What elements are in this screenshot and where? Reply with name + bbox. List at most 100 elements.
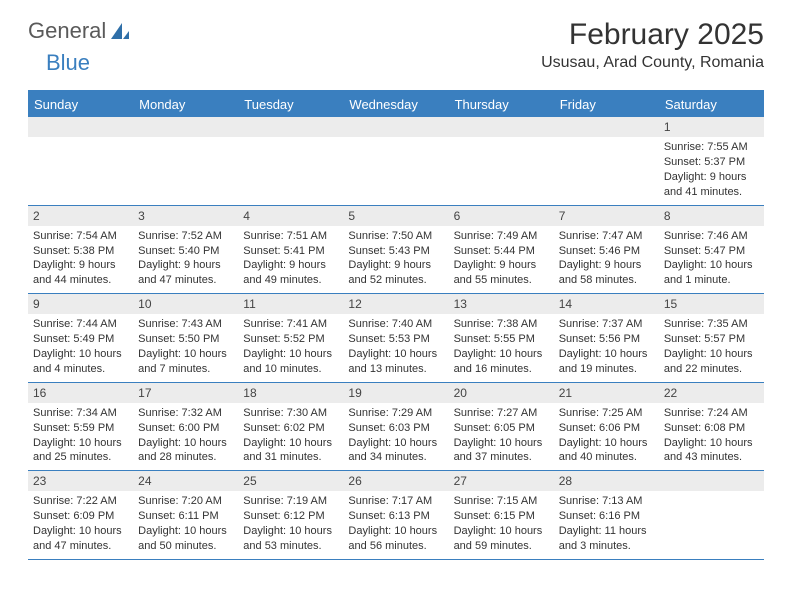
day-cell: 3Sunrise: 7:52 AMSunset: 5:40 PMDaylight… [133, 206, 238, 294]
day-number [659, 471, 764, 491]
sunset-text: Sunset: 5:59 PM [33, 421, 128, 436]
sunrise-text: Sunrise: 7:55 AM [664, 140, 759, 155]
sunset-text: Sunset: 6:11 PM [138, 509, 233, 524]
sunset-text: Sunset: 6:08 PM [664, 421, 759, 436]
sunset-text: Sunset: 5:49 PM [33, 332, 128, 347]
day-number: 24 [133, 471, 238, 491]
sunrise-text: Sunrise: 7:25 AM [559, 406, 654, 421]
sunset-text: Sunset: 6:16 PM [559, 509, 654, 524]
day-cell: 16Sunrise: 7:34 AMSunset: 5:59 PMDayligh… [28, 383, 133, 471]
day-number: 23 [28, 471, 133, 491]
day-body: Sunrise: 7:29 AMSunset: 6:03 PMDaylight:… [343, 403, 448, 470]
sunrise-text: Sunrise: 7:30 AM [243, 406, 338, 421]
day-cell: 9Sunrise: 7:44 AMSunset: 5:49 PMDaylight… [28, 294, 133, 382]
sunset-text: Sunset: 6:09 PM [33, 509, 128, 524]
day-number [343, 117, 448, 137]
sunset-text: Sunset: 5:50 PM [138, 332, 233, 347]
day-body: Sunrise: 7:46 AMSunset: 5:47 PMDaylight:… [659, 226, 764, 293]
daylight-text: Daylight: 10 hours and 1 minute. [664, 258, 759, 288]
day-number: 18 [238, 383, 343, 403]
daylight-text: Daylight: 9 hours and 47 minutes. [138, 258, 233, 288]
daylight-text: Daylight: 9 hours and 41 minutes. [664, 170, 759, 200]
sunrise-text: Sunrise: 7:54 AM [33, 229, 128, 244]
sunset-text: Sunset: 5:41 PM [243, 244, 338, 259]
logo: General [28, 18, 131, 44]
day-cell [554, 117, 659, 205]
day-cell: 11Sunrise: 7:41 AMSunset: 5:52 PMDayligh… [238, 294, 343, 382]
daylight-text: Daylight: 10 hours and 59 minutes. [454, 524, 549, 554]
day-number [449, 117, 554, 137]
sunset-text: Sunset: 5:55 PM [454, 332, 549, 347]
sunrise-text: Sunrise: 7:41 AM [243, 317, 338, 332]
day-cell: 4Sunrise: 7:51 AMSunset: 5:41 PMDaylight… [238, 206, 343, 294]
sunrise-text: Sunrise: 7:49 AM [454, 229, 549, 244]
daylight-text: Daylight: 10 hours and 22 minutes. [664, 347, 759, 377]
day-cell: 12Sunrise: 7:40 AMSunset: 5:53 PMDayligh… [343, 294, 448, 382]
day-number: 12 [343, 294, 448, 314]
day-header-row: Sunday Monday Tuesday Wednesday Thursday… [28, 92, 764, 117]
day-number: 2 [28, 206, 133, 226]
day-body: Sunrise: 7:22 AMSunset: 6:09 PMDaylight:… [28, 491, 133, 558]
day-number: 13 [449, 294, 554, 314]
day-cell: 21Sunrise: 7:25 AMSunset: 6:06 PMDayligh… [554, 383, 659, 471]
daylight-text: Daylight: 10 hours and 43 minutes. [664, 436, 759, 466]
day-body: Sunrise: 7:54 AMSunset: 5:38 PMDaylight:… [28, 226, 133, 293]
day-number: 26 [343, 471, 448, 491]
sunrise-text: Sunrise: 7:52 AM [138, 229, 233, 244]
sunset-text: Sunset: 5:40 PM [138, 244, 233, 259]
day-number: 10 [133, 294, 238, 314]
sunrise-text: Sunrise: 7:15 AM [454, 494, 549, 509]
sunset-text: Sunset: 6:06 PM [559, 421, 654, 436]
month-title: February 2025 [541, 18, 764, 52]
day-number: 17 [133, 383, 238, 403]
sunrise-text: Sunrise: 7:38 AM [454, 317, 549, 332]
day-cell: 14Sunrise: 7:37 AMSunset: 5:56 PMDayligh… [554, 294, 659, 382]
daylight-text: Daylight: 9 hours and 58 minutes. [559, 258, 654, 288]
sunset-text: Sunset: 6:03 PM [348, 421, 443, 436]
sunrise-text: Sunrise: 7:19 AM [243, 494, 338, 509]
sunrise-text: Sunrise: 7:50 AM [348, 229, 443, 244]
day-body: Sunrise: 7:37 AMSunset: 5:56 PMDaylight:… [554, 314, 659, 381]
day-cell: 19Sunrise: 7:29 AMSunset: 6:03 PMDayligh… [343, 383, 448, 471]
sunrise-text: Sunrise: 7:20 AM [138, 494, 233, 509]
location-text: Ususau, Arad County, Romania [541, 54, 764, 72]
day-cell: 10Sunrise: 7:43 AMSunset: 5:50 PMDayligh… [133, 294, 238, 382]
sunset-text: Sunset: 5:56 PM [559, 332, 654, 347]
week-row: 16Sunrise: 7:34 AMSunset: 5:59 PMDayligh… [28, 383, 764, 472]
day-number: 6 [449, 206, 554, 226]
day-cell: 25Sunrise: 7:19 AMSunset: 6:12 PMDayligh… [238, 471, 343, 559]
day-body: Sunrise: 7:35 AMSunset: 5:57 PMDaylight:… [659, 314, 764, 381]
day-body: Sunrise: 7:51 AMSunset: 5:41 PMDaylight:… [238, 226, 343, 293]
day-number: 27 [449, 471, 554, 491]
day-number [238, 117, 343, 137]
day-body: Sunrise: 7:52 AMSunset: 5:40 PMDaylight:… [133, 226, 238, 293]
day-number: 8 [659, 206, 764, 226]
daylight-text: Daylight: 10 hours and 28 minutes. [138, 436, 233, 466]
day-body: Sunrise: 7:24 AMSunset: 6:08 PMDaylight:… [659, 403, 764, 470]
day-body: Sunrise: 7:19 AMSunset: 6:12 PMDaylight:… [238, 491, 343, 558]
day-header-thu: Thursday [449, 92, 554, 117]
sunrise-text: Sunrise: 7:35 AM [664, 317, 759, 332]
sunset-text: Sunset: 5:53 PM [348, 332, 443, 347]
day-cell: 7Sunrise: 7:47 AMSunset: 5:46 PMDaylight… [554, 206, 659, 294]
day-body: Sunrise: 7:38 AMSunset: 5:55 PMDaylight:… [449, 314, 554, 381]
sunset-text: Sunset: 6:00 PM [138, 421, 233, 436]
day-cell: 27Sunrise: 7:15 AMSunset: 6:15 PMDayligh… [449, 471, 554, 559]
day-number: 28 [554, 471, 659, 491]
sunset-text: Sunset: 6:12 PM [243, 509, 338, 524]
day-cell: 13Sunrise: 7:38 AMSunset: 5:55 PMDayligh… [449, 294, 554, 382]
sunset-text: Sunset: 5:57 PM [664, 332, 759, 347]
day-cell [659, 471, 764, 559]
sunset-text: Sunset: 5:52 PM [243, 332, 338, 347]
day-cell: 6Sunrise: 7:49 AMSunset: 5:44 PMDaylight… [449, 206, 554, 294]
daylight-text: Daylight: 10 hours and 53 minutes. [243, 524, 338, 554]
day-number: 1 [659, 117, 764, 137]
week-row: 1Sunrise: 7:55 AMSunset: 5:37 PMDaylight… [28, 117, 764, 206]
day-number: 21 [554, 383, 659, 403]
daylight-text: Daylight: 9 hours and 55 minutes. [454, 258, 549, 288]
day-body: Sunrise: 7:27 AMSunset: 6:05 PMDaylight:… [449, 403, 554, 470]
day-header-tue: Tuesday [238, 92, 343, 117]
week-row: 2Sunrise: 7:54 AMSunset: 5:38 PMDaylight… [28, 206, 764, 295]
day-cell: 2Sunrise: 7:54 AMSunset: 5:38 PMDaylight… [28, 206, 133, 294]
day-header-wed: Wednesday [343, 92, 448, 117]
